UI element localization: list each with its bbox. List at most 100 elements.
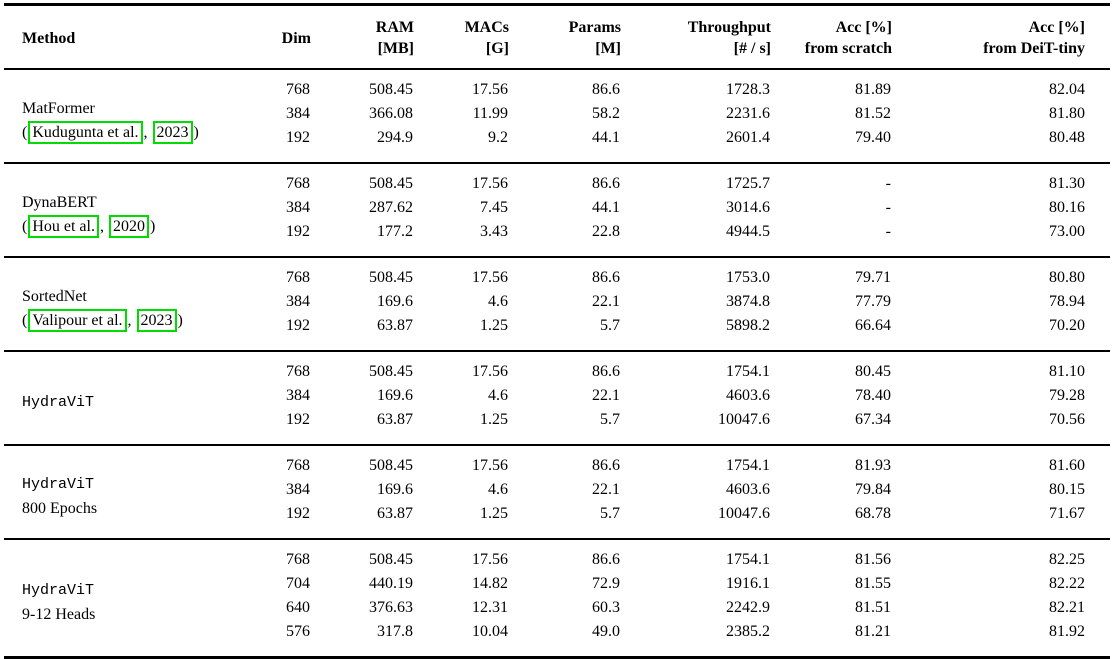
cell-throughput: 1754.1 [726,551,770,568]
cell-params: 22.1 [592,293,620,310]
cell-macs: 14.82 [472,575,508,592]
col-header-acc_scratch: Acc [%] from scratch [771,5,892,70]
cell-macs: 4.6 [488,387,508,404]
cell-acc_scratch: 79.40 [855,129,891,146]
cell-macs: 1.25 [480,411,508,428]
method-group-3: SortedNet (Valipour et al., 2023) 768 508.4… [4,257,1110,351]
cell-acc_deit: 82.21 [1049,599,1085,616]
cell-macs: 12.31 [472,599,508,616]
cell-acc_deit: 80.48 [1049,129,1085,146]
col-header-method: Method [4,5,254,70]
cell-macs: 11.99 [472,105,508,122]
method-name: MatFormer [22,99,95,117]
cell-acc_deit: 81.30 [1049,175,1085,192]
cell-ram: 287.62 [369,199,413,216]
cell-acc_deit: 70.56 [1049,411,1085,428]
citation-link[interactable]: 2020 [108,214,149,238]
cell-ram: 169.6 [377,387,413,404]
cell-macs: 9.2 [488,129,508,146]
citation-link[interactable]: 2023 [152,120,193,144]
cell-dim: 192 [286,411,310,428]
table-row: 384 287.62 7.45 44.1 3014.6 - 80.16 [4,196,1110,220]
method-name: SortedNet [22,287,87,305]
table-row: 192 63.87 1.25 5.7 10047.6 67.34 70.56 [4,408,1110,445]
citation-link[interactable]: Kudugunta et al. [28,120,143,144]
cell-acc_scratch: 78.40 [855,387,891,404]
cell-params: 5.7 [600,317,620,334]
cell-acc_deit: 80.16 [1049,199,1085,216]
cell-macs: 10.04 [472,623,508,640]
cell-macs: 17.56 [472,269,508,286]
cell-acc_scratch: 81.89 [855,81,891,98]
cell-dim: 192 [286,223,310,240]
cell-ram: 376.63 [369,599,413,616]
method-cell: MatFormer (Kudugunta et al., 2023) [4,69,254,163]
cell-acc_deit: 82.22 [1049,575,1085,592]
col-header-line: Throughput [687,19,771,36]
citation: (Hou et al., 2020) [22,214,253,239]
cell-macs: 17.56 [472,457,508,474]
cell-acc_deit: 80.80 [1049,269,1085,286]
cell-macs: 4.6 [488,481,508,498]
cell-ram: 508.45 [369,81,413,98]
cell-dim: 576 [286,623,310,640]
cell-params: 86.6 [592,81,620,98]
cell-acc_deit: 82.04 [1049,81,1085,98]
cell-throughput: 1753.0 [726,269,770,286]
cell-throughput: 2231.6 [726,105,770,122]
cell-macs: 17.56 [472,81,508,98]
cell-params: 5.7 [600,505,620,522]
cell-params: 44.1 [592,199,620,216]
cell-params: 60.3 [592,599,620,616]
cell-dim: 768 [286,175,310,192]
cell-ram: 508.45 [369,551,413,568]
cell-throughput: 1916.1 [726,575,770,592]
col-header-line: from scratch [804,40,892,57]
cell-acc_scratch: 81.52 [855,105,891,122]
table-row: HydraViT 9-12 Heads 768 508.45 17.56 86.6 1754… [4,539,1110,623]
cell-throughput: 3874.8 [726,293,770,310]
table-header: Method Dim RAM [MB] MACs [G] Params [M] Throughp… [4,5,1110,70]
cell-throughput: 2385.2 [726,623,770,640]
cell-throughput: 2242.9 [726,599,770,616]
col-header-ram: RAM [MB] [311,5,414,70]
method-subtitle: 9-12 Heads [22,605,96,623]
cell-dim: 384 [286,481,310,498]
table-row: SortedNet (Valipour et al., 2023) 768 508.4… [4,257,1110,332]
method-cell: HydraViT [4,351,254,445]
method-cell: HydraViT 800 Epochs [4,445,254,539]
col-header-params: Params [M] [509,5,621,70]
method-subtitle: 800 Epochs [22,499,98,517]
table-row: 384 169.6 4.6 22.1 4603.6 78.40 79.28 [4,384,1110,408]
cell-acc_scratch: - [885,223,891,240]
table-row: 704 440.19 14.82 72.9 1916.1 81.55 82.22 [4,572,1110,596]
cell-acc_deit: 81.92 [1049,623,1085,640]
cell-macs: 7.45 [480,199,508,216]
cell-params: 86.6 [592,457,620,474]
citation-link[interactable]: Hou et al. [28,214,99,238]
cell-ram: 508.45 [369,457,413,474]
citation-link[interactable]: 2023 [136,308,177,332]
cell-ram: 317.8 [377,623,413,640]
col-header-line: [G] [485,40,509,57]
cell-acc_deit: 81.60 [1049,457,1085,474]
cell-dim: 384 [286,387,310,404]
cell-params: 22.8 [592,223,620,240]
citation-link[interactable]: Valipour et al. [28,308,127,332]
method-group-6: HydraViT 9-12 Heads 768 508.45 17.56 86.6 1754… [4,539,1110,658]
cell-acc_deit: 78.94 [1049,293,1085,310]
col-header-line: Acc [%] [835,19,892,36]
cell-dim: 192 [286,129,310,146]
cell-ram: 294.9 [377,129,413,146]
cell-acc_scratch: 67.34 [855,411,891,428]
cell-acc_scratch: 79.71 [855,269,891,286]
cell-acc_scratch: - [885,175,891,192]
cell-acc_scratch: 68.78 [855,505,891,522]
cell-dim: 768 [286,551,310,568]
cell-macs: 17.56 [472,363,508,380]
cell-acc_deit: 79.28 [1049,387,1085,404]
cell-dim: 192 [286,505,310,522]
cell-acc_deit: 82.25 [1049,551,1085,568]
cell-ram: 63.87 [377,505,413,522]
cell-throughput: 4603.6 [726,481,770,498]
